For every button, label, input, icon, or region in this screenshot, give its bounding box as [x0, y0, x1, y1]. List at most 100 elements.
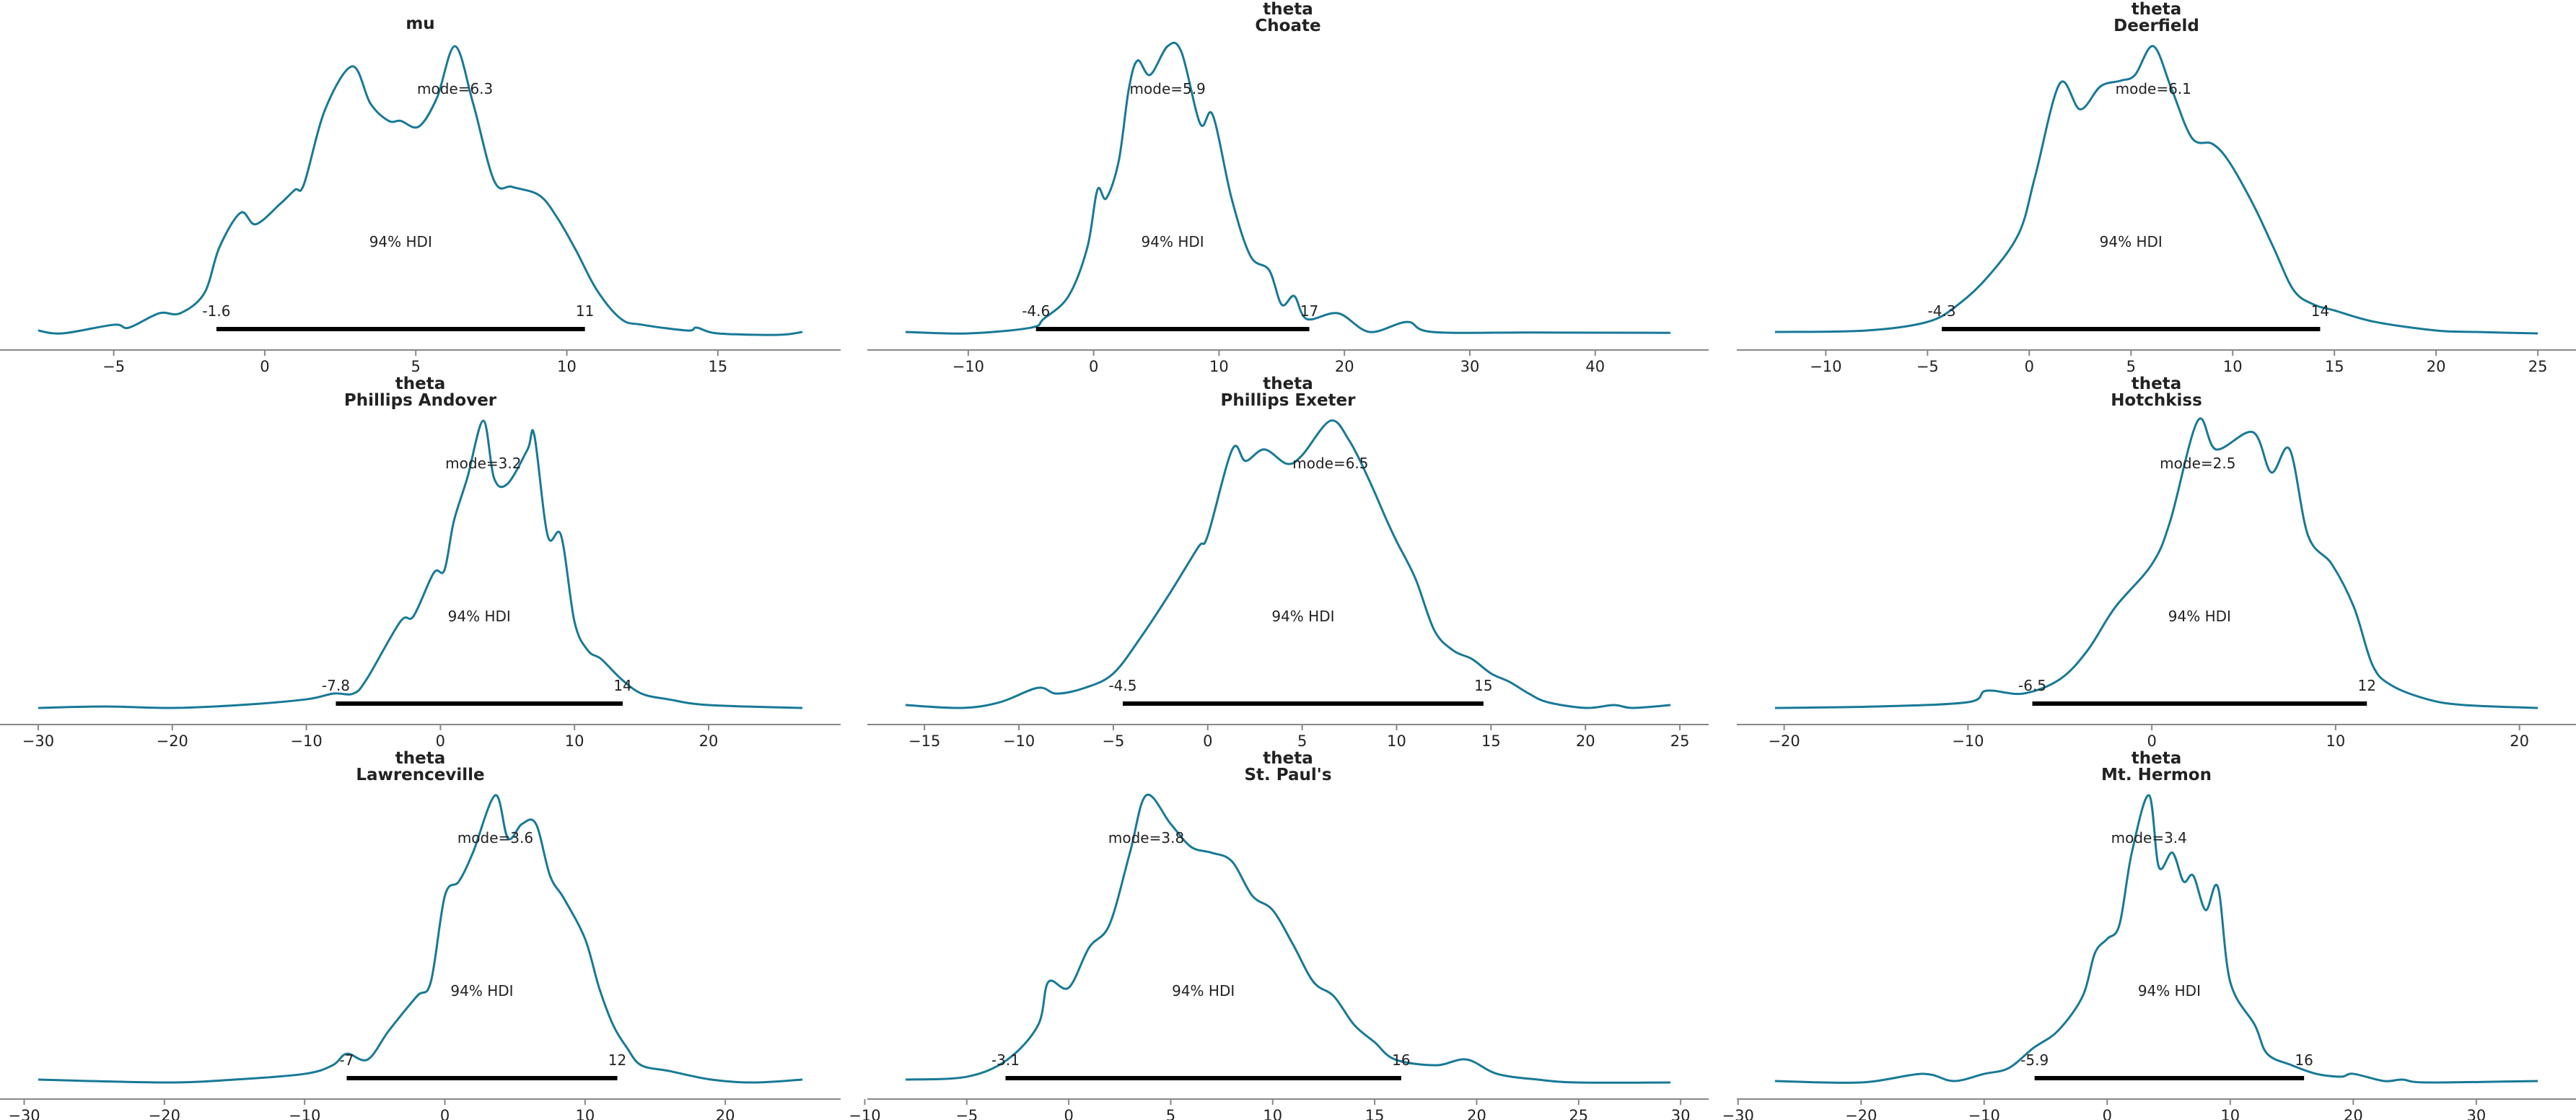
density-curve	[38, 794, 803, 1084]
x-tick-label: 25	[2528, 358, 2548, 375]
hdi-lower-label: -4.3	[1928, 302, 1956, 320]
hdi-lower-label: -7.8	[322, 677, 350, 694]
mode-label: mode=6.5	[1292, 455, 1368, 472]
density-curve	[905, 41, 1671, 335]
x-tick-label: 20	[2344, 1107, 2363, 1120]
panel-title-variable: theta	[395, 749, 445, 768]
panel-title-school: Phillips Andover	[344, 391, 497, 410]
x-tick-label: 10	[1263, 1107, 1282, 1120]
hdi-upper-label: 15	[1474, 677, 1492, 694]
x-tick-label: −10	[952, 358, 984, 375]
x-tick-label: 20	[1576, 732, 1595, 750]
mode-label: mode=3.6	[457, 829, 533, 846]
panel-title-variable: theta	[1263, 0, 1313, 19]
x-tick-label: 0	[1064, 1107, 1073, 1120]
mode-label: mode=6.1	[2116, 80, 2191, 97]
x-tick-label: −30	[8, 1107, 40, 1120]
mode-label: mode=3.8	[1108, 829, 1184, 846]
x-tick-label: −10	[1003, 732, 1035, 750]
hdi-lower-label: -5.9	[2020, 1051, 2049, 1069]
x-tick-label: −5	[955, 1107, 978, 1120]
x-tick-label: −10	[1952, 732, 1984, 750]
panel-title-variable: theta	[2132, 375, 2181, 393]
hdi-label: 94% HDI	[1142, 233, 1204, 250]
x-tick-label: 0	[1203, 732, 1212, 750]
panel-title-variable: theta	[2132, 749, 2181, 768]
x-tick-label: 20	[699, 732, 719, 750]
x-tick-label: 5	[1297, 732, 1307, 750]
panel-title-school: Phillips Exeter	[1220, 391, 1356, 410]
x-tick-label: 20	[2427, 358, 2446, 375]
panel-title-variable: theta	[395, 375, 445, 393]
x-tick-label: −30	[22, 732, 54, 750]
x-tick-label: 30	[1671, 1107, 1691, 1120]
x-tick-label: −5	[102, 358, 125, 375]
x-tick-label: 10	[575, 1107, 595, 1120]
x-tick-label: −5	[1102, 732, 1124, 750]
density-curve	[38, 419, 803, 709]
density-curve	[905, 419, 1671, 709]
density-curve	[905, 793, 1671, 1084]
x-tick-label: 20	[2510, 732, 2529, 750]
hdi-upper-label: 16	[2295, 1051, 2313, 1069]
hdi-lower-label: -7	[340, 1051, 354, 1069]
x-tick-label: 10	[1209, 358, 1229, 375]
x-tick-label: −10	[290, 732, 322, 750]
x-tick-label: 5	[411, 358, 421, 375]
x-tick-label: 25	[1569, 1107, 1588, 1120]
hdi-lower-label: -1.6	[202, 302, 230, 320]
hdi-upper-label: 12	[608, 1051, 626, 1069]
hdi-upper-label: 11	[576, 302, 594, 320]
hdi-label: 94% HDI	[2100, 233, 2163, 250]
hdi-upper-label: 16	[1392, 1051, 1410, 1069]
density-curve	[1774, 45, 2538, 335]
x-tick-label: 5	[2126, 358, 2136, 375]
x-tick-label: −30	[1722, 1107, 1754, 1120]
x-tick-label: 15	[2325, 358, 2344, 375]
x-tick-label: −10	[289, 1107, 320, 1120]
density-curve	[38, 45, 803, 336]
x-tick-label: −20	[149, 1107, 180, 1120]
panel-title-school: Lawrenceville	[356, 766, 484, 784]
x-tick-label: 15	[1365, 1107, 1385, 1120]
hdi-label: 94% HDI	[448, 608, 511, 625]
density-curve	[1774, 794, 2538, 1084]
hdi-lower-label: -6.5	[2018, 677, 2046, 694]
hdi-label: 94% HDI	[1271, 608, 1334, 625]
panel-title-school: St. Paul's	[1244, 766, 1331, 784]
x-tick-label: −10	[1968, 1107, 2000, 1120]
x-tick-label: 30	[1460, 358, 1480, 375]
x-tick-label: −10	[1810, 358, 1841, 375]
panel-title: mu	[406, 14, 434, 33]
hdi-upper-label: 14	[613, 677, 631, 694]
panel-title-variable: theta	[2132, 0, 2181, 19]
panel-title-variable: theta	[1263, 749, 1313, 768]
panel-title-school: Deerfield	[2113, 17, 2199, 35]
x-tick-label: 20	[1467, 1107, 1486, 1120]
hdi-label: 94% HDI	[369, 233, 432, 250]
hdi-upper-label: 14	[2311, 302, 2329, 320]
x-tick-label: 40	[1585, 358, 1605, 375]
mode-label: mode=3.2	[445, 455, 521, 472]
posterior-panel: mu -1.6 11 94% HDI mode=6.3 −5 0 5 10 15	[0, 14, 841, 375]
x-tick-label: 30	[2467, 1107, 2487, 1120]
x-tick-label: 0	[260, 358, 269, 375]
x-tick-label: −20	[157, 732, 188, 750]
hdi-label: 94% HDI	[2168, 608, 2231, 625]
x-tick-label: 0	[436, 732, 445, 750]
x-tick-label: 10	[1387, 732, 1406, 750]
x-tick-label: 10	[565, 732, 584, 750]
x-tick-label: 20	[716, 1107, 735, 1120]
x-tick-label: 10	[2220, 1107, 2240, 1120]
x-tick-label: 0	[2025, 358, 2034, 375]
x-tick-label: 10	[2326, 732, 2346, 750]
x-tick-label: 15	[1481, 732, 1501, 750]
x-tick-label: 5	[1166, 1107, 1175, 1120]
x-tick-label: 20	[1335, 358, 1354, 375]
